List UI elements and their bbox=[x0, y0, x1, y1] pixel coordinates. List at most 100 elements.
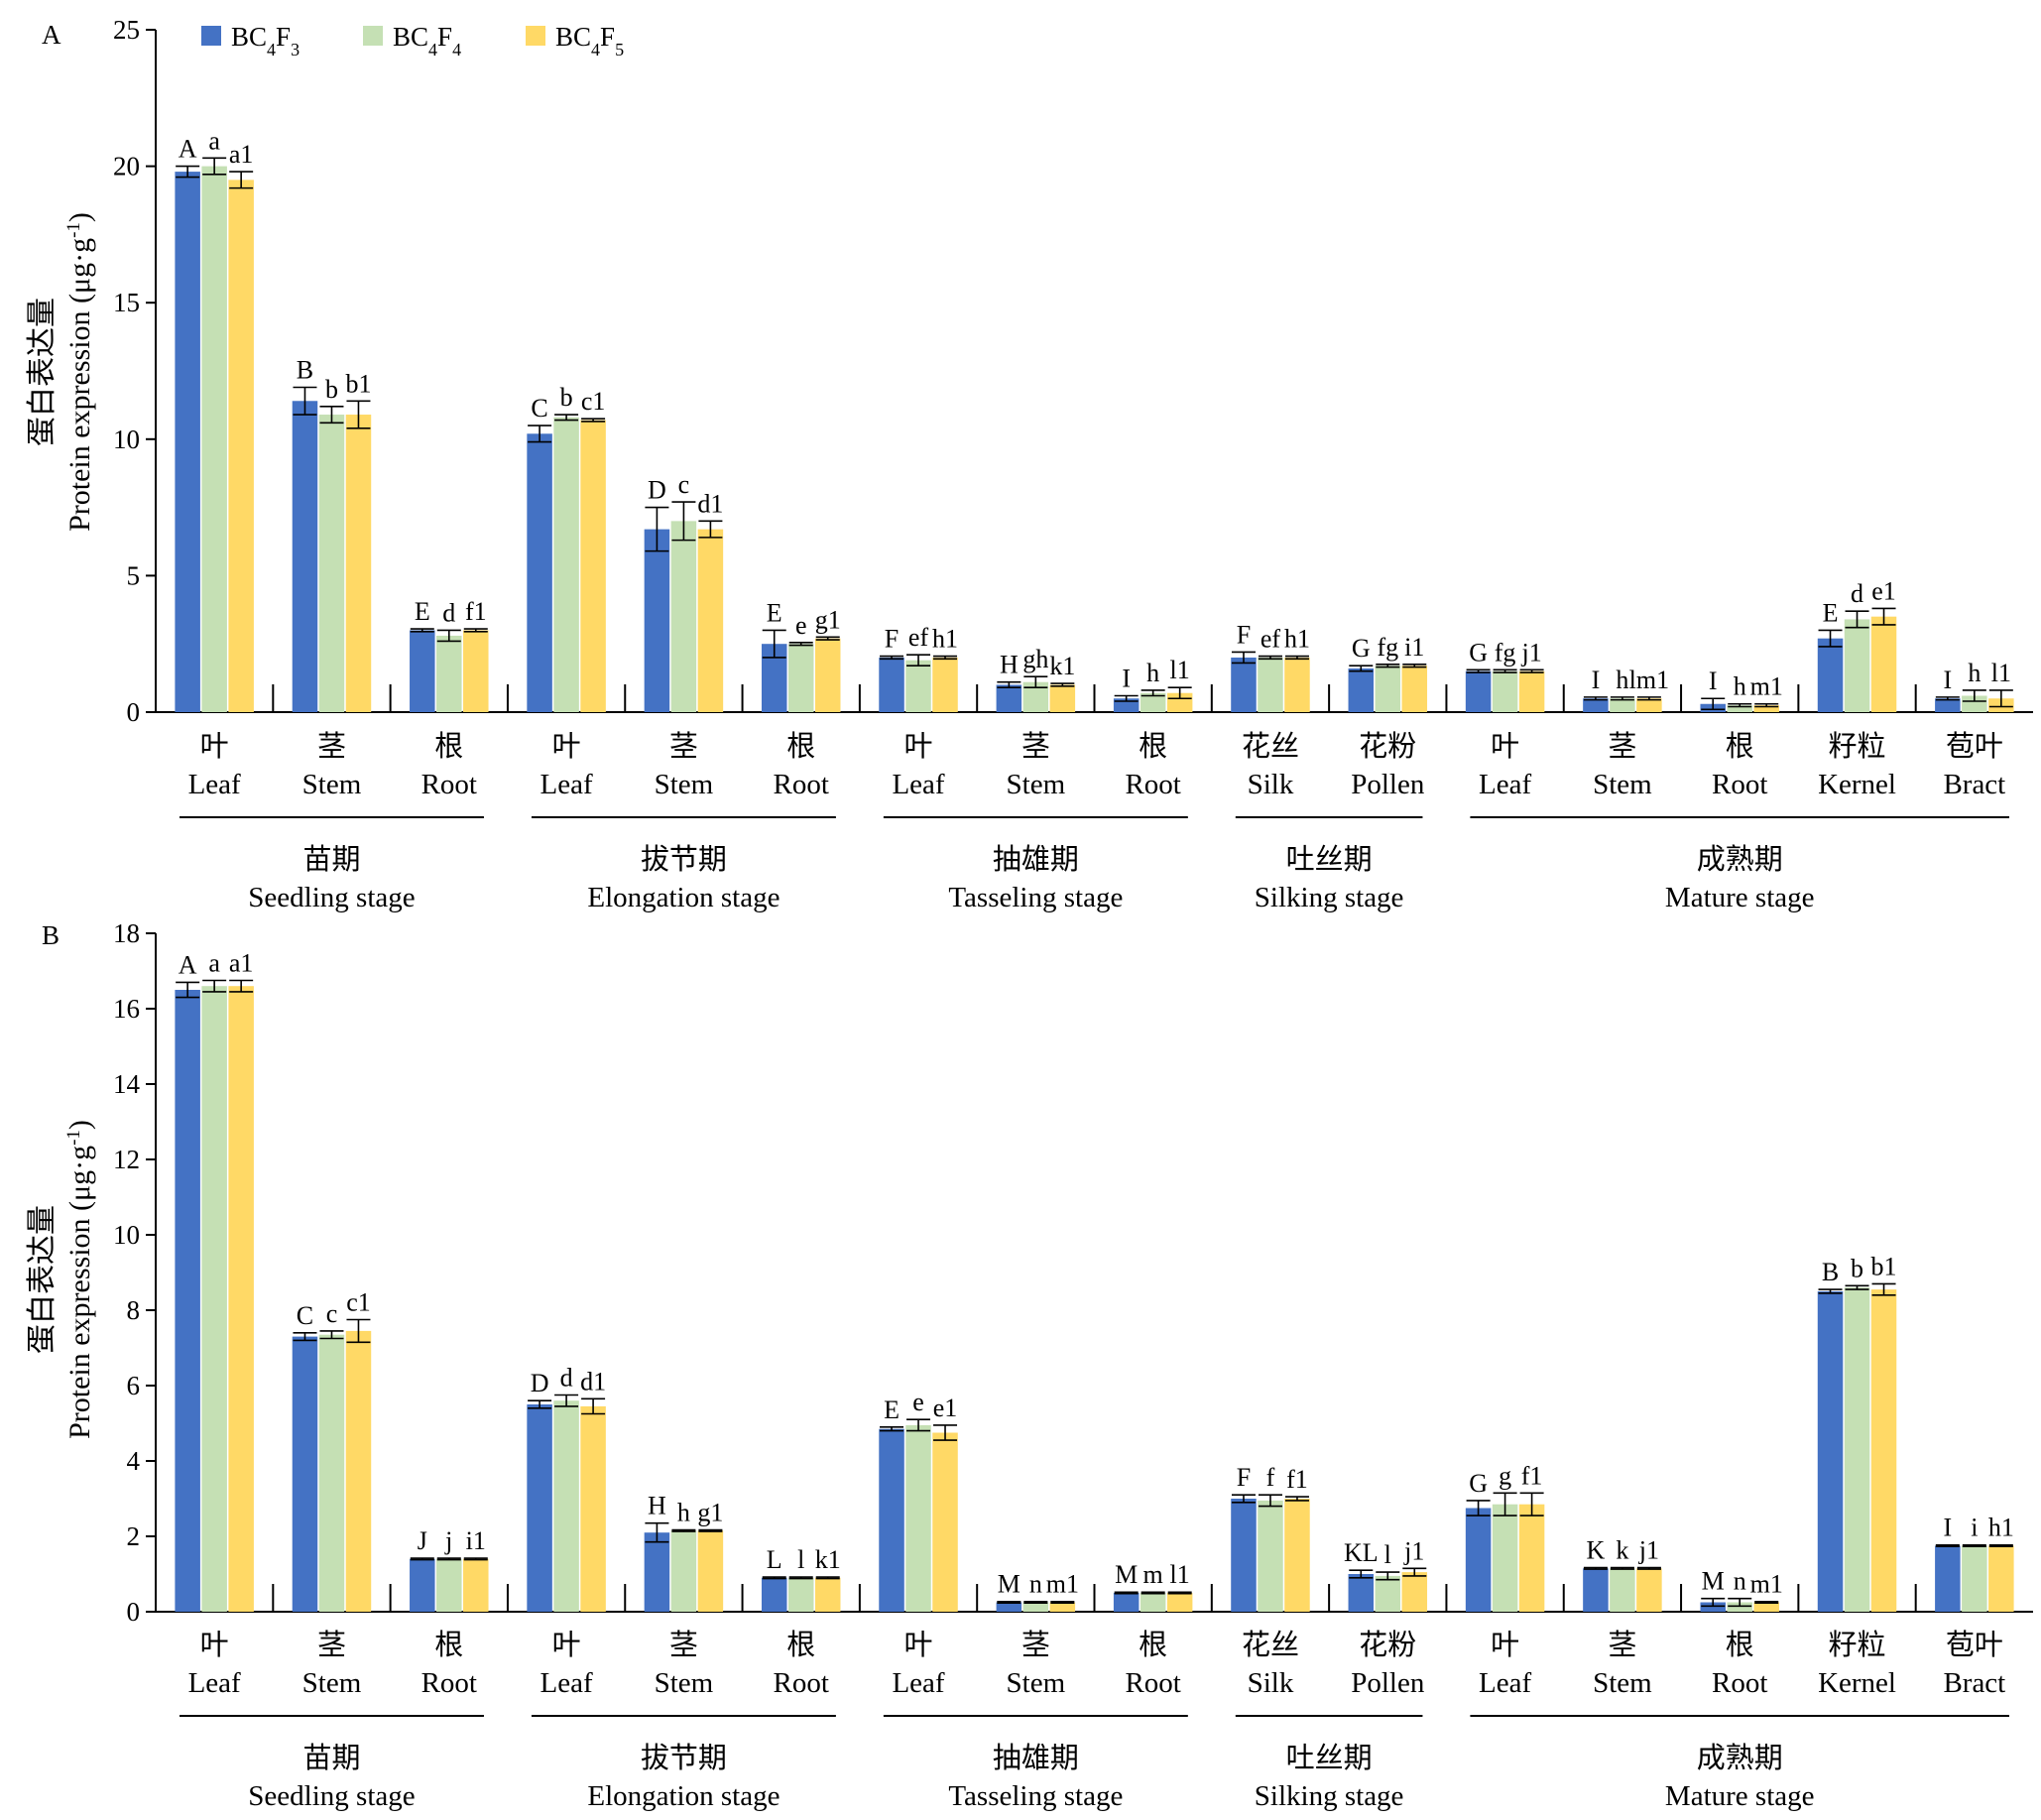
significance-label: d bbox=[442, 598, 455, 627]
significance-label: d1 bbox=[580, 1367, 606, 1395]
significance-label: l1 bbox=[1991, 659, 2011, 687]
significance-label: C bbox=[297, 1301, 313, 1330]
significance-label: C bbox=[531, 394, 547, 423]
bar bbox=[436, 1558, 462, 1612]
x-tick-label-en: Leaf bbox=[540, 769, 593, 800]
bar bbox=[1753, 705, 1779, 712]
significance-label: F bbox=[885, 625, 899, 654]
x-tick-label-en: Stem bbox=[655, 769, 714, 800]
stage-label-en: Mature stage bbox=[1665, 882, 1815, 913]
y-tick-label: 0 bbox=[127, 1597, 141, 1627]
bar bbox=[553, 417, 579, 712]
significance-label: j1 bbox=[1403, 1536, 1424, 1565]
bar bbox=[1817, 1291, 1844, 1612]
y-tick-label: 4 bbox=[127, 1446, 141, 1476]
bar bbox=[1727, 1602, 1752, 1612]
y-axis-label-en: Protein expression (μg·g-1) bbox=[63, 212, 97, 532]
y-tick-label: 10 bbox=[113, 425, 140, 454]
legend-label-base: BC bbox=[393, 22, 428, 52]
significance-label: D bbox=[648, 476, 666, 505]
y-tick-label: 12 bbox=[113, 1145, 140, 1174]
bar bbox=[1049, 1602, 1076, 1612]
bar bbox=[1492, 670, 1518, 712]
stage-label-cn: 抽雄期 bbox=[993, 843, 1079, 876]
bar bbox=[644, 1532, 670, 1612]
significance-label: j bbox=[444, 1526, 452, 1555]
bar bbox=[1870, 1289, 1897, 1612]
significance-label: h bbox=[1616, 666, 1628, 694]
x-tick-label-cn: 根 bbox=[434, 730, 463, 763]
bar bbox=[318, 415, 345, 712]
legend-label-sub: 4 bbox=[267, 40, 276, 60]
significance-label: i bbox=[1971, 1514, 1978, 1542]
significance-label: I bbox=[1944, 1514, 1953, 1542]
x-tick-label-cn: 根 bbox=[1726, 730, 1754, 763]
bar bbox=[1935, 1545, 1961, 1612]
bar bbox=[996, 1602, 1022, 1612]
significance-label: c bbox=[678, 470, 690, 499]
bar bbox=[670, 521, 697, 712]
bar bbox=[410, 630, 435, 712]
significance-label: a1 bbox=[229, 140, 254, 169]
bar bbox=[1935, 698, 1961, 712]
x-tick-label-en: Leaf bbox=[1479, 1667, 1531, 1699]
significance-label: G bbox=[1469, 1469, 1488, 1498]
stage-label-en: Elongation stage bbox=[587, 1780, 780, 1812]
significance-label: h bbox=[1968, 659, 1981, 687]
x-tick-label-en: Stem bbox=[302, 1667, 362, 1699]
y-axis-label-en-text: Protein expression (μg·g bbox=[63, 1146, 96, 1439]
significance-label: k1 bbox=[815, 1545, 841, 1574]
stage-label-en: Seedling stage bbox=[248, 1780, 415, 1812]
stage-label-en: Silking stage bbox=[1255, 882, 1404, 913]
stage-label-cn: 吐丝期 bbox=[1286, 1742, 1373, 1774]
bar bbox=[292, 1336, 318, 1612]
significance-label: KL bbox=[1344, 1538, 1379, 1567]
x-tick-label-cn: 苞叶 bbox=[1946, 1629, 2003, 1661]
x-tick-label-cn: 根 bbox=[786, 730, 815, 763]
bar bbox=[345, 1330, 372, 1612]
significance-label: k1 bbox=[1049, 652, 1075, 680]
bar bbox=[1465, 1508, 1492, 1612]
x-tick-label-en: Root bbox=[421, 769, 477, 800]
significance-label: f1 bbox=[1286, 1465, 1308, 1494]
bar bbox=[527, 1404, 552, 1612]
bar bbox=[879, 657, 904, 712]
significance-label: h bbox=[1734, 672, 1746, 701]
significance-label: j1 bbox=[1520, 638, 1541, 667]
significance-label: d bbox=[560, 1364, 573, 1393]
x-tick-label-en: Leaf bbox=[1479, 769, 1531, 800]
bar bbox=[1166, 1593, 1193, 1612]
bar bbox=[1870, 616, 1897, 712]
significance-label: c bbox=[326, 1299, 338, 1328]
bar bbox=[1636, 1568, 1662, 1612]
stage-label-en: Elongation stage bbox=[587, 882, 780, 913]
x-tick-label-cn: 叶 bbox=[552, 731, 581, 763]
bar bbox=[1583, 1568, 1609, 1612]
x-tick-label-en: Pollen bbox=[1351, 1667, 1425, 1699]
y-tick-label: 0 bbox=[127, 697, 141, 727]
bar bbox=[1231, 657, 1257, 712]
y-axis-label-close: ) bbox=[63, 212, 96, 222]
significance-label: m bbox=[1143, 1560, 1163, 1589]
y-axis-label-en-text: Protein expression (μg·g bbox=[63, 238, 96, 532]
bar bbox=[787, 644, 814, 712]
x-tick-label-cn: 根 bbox=[1139, 1629, 1167, 1661]
significance-label: I bbox=[1709, 667, 1718, 695]
significance-label: I bbox=[1592, 666, 1601, 694]
stage-label-cn: 拔节期 bbox=[641, 1742, 727, 1774]
bar bbox=[1636, 698, 1662, 712]
significance-label: H bbox=[1000, 651, 1019, 679]
significance-label: h1 bbox=[932, 625, 958, 654]
stage-label-cn: 拔节期 bbox=[641, 843, 727, 876]
significance-label: l bbox=[797, 1545, 804, 1574]
significance-label: d bbox=[1851, 579, 1863, 608]
significance-label: b bbox=[325, 375, 338, 404]
bar bbox=[670, 1530, 697, 1612]
significance-label: b bbox=[1851, 1254, 1863, 1282]
significance-label: g1 bbox=[815, 605, 841, 634]
significance-label: m1 bbox=[1750, 672, 1783, 701]
bar bbox=[201, 166, 227, 713]
x-tick-label-en: Stem bbox=[1007, 1667, 1066, 1699]
bar bbox=[1518, 670, 1545, 712]
